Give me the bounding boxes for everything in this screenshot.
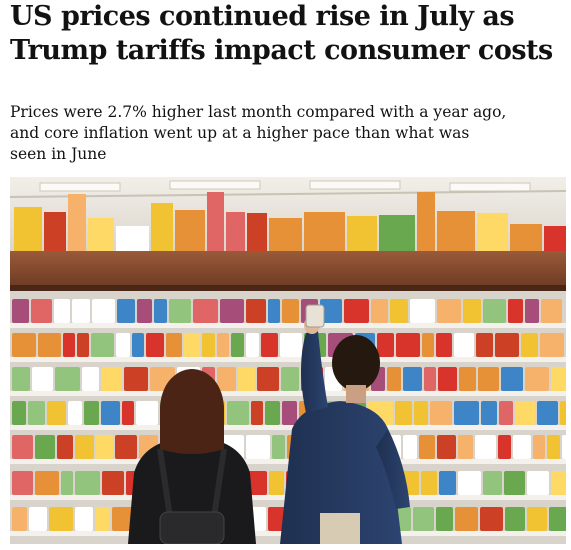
- shopper-right: [280, 304, 410, 544]
- article-standfirst: Prices were 2.7% higher last month compa…: [10, 103, 507, 163]
- shopper-left: [128, 369, 256, 544]
- hero-image: [10, 177, 566, 544]
- wooden-header: [10, 251, 566, 287]
- top-shelf-goods: [14, 192, 566, 251]
- article-headline: US prices continued rise in July as Trum…: [10, 1, 553, 66]
- ceiling-lights: [39, 180, 531, 192]
- product-shelves: [10, 299, 566, 536]
